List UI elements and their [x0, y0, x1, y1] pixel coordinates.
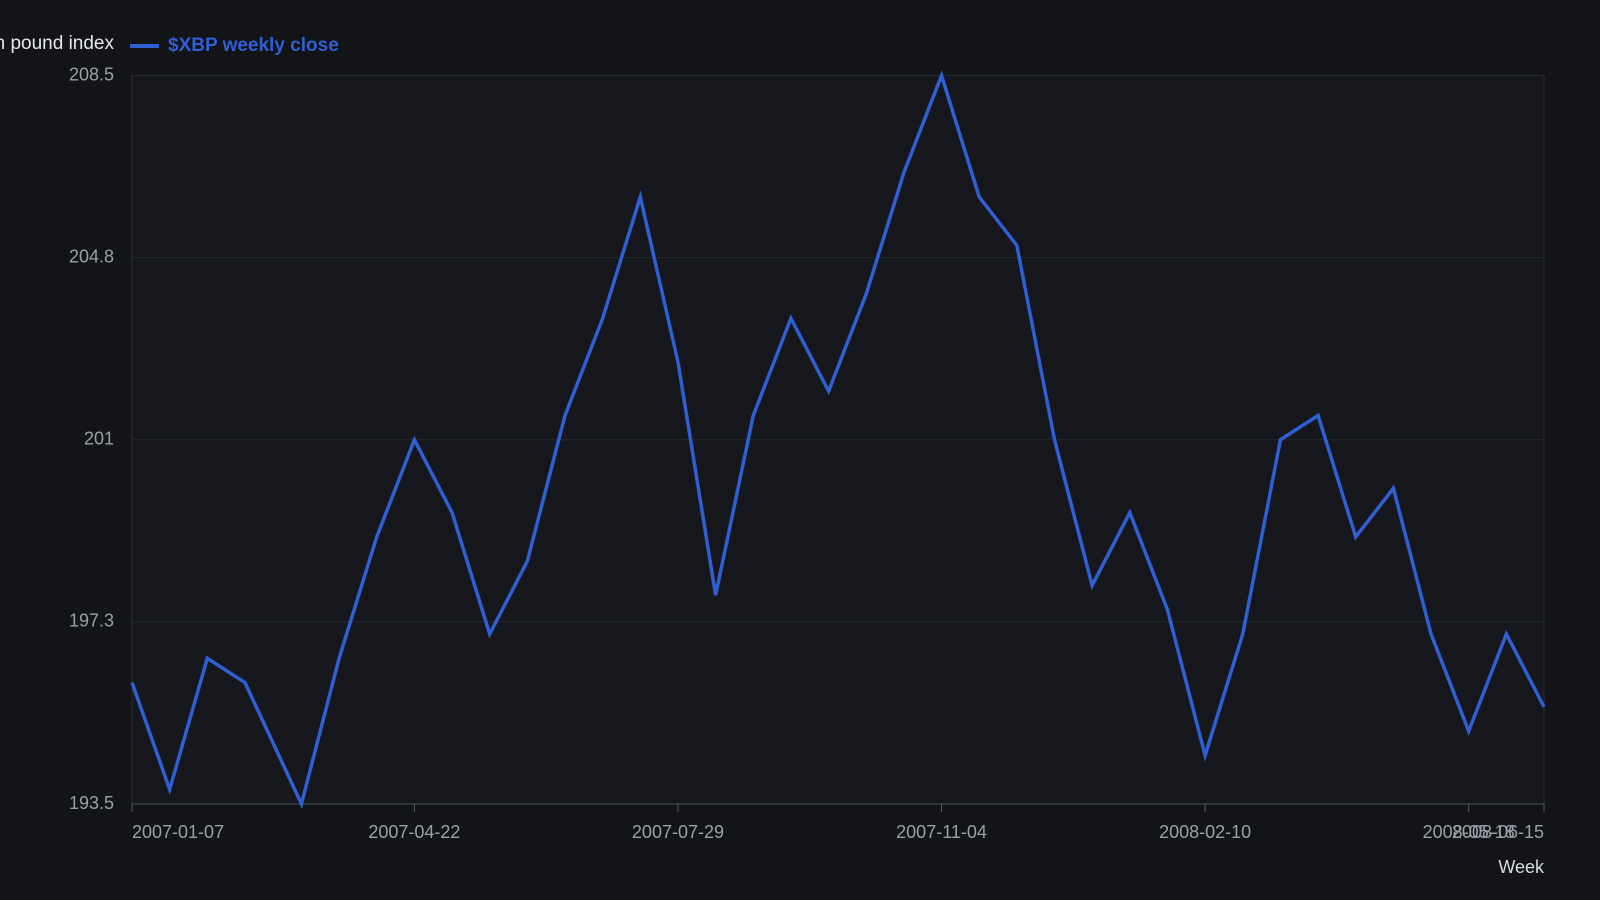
x-tick-label: 2007-04-22 [368, 822, 460, 842]
legend-label: $XBP weekly close [168, 35, 339, 56]
x-tick-label: 2008-05-18 [1423, 822, 1515, 842]
x-tick-label: 2008-06-15 [1452, 822, 1544, 842]
y-tick-label: 208.5 [69, 64, 114, 84]
legend-title: n pound index [0, 33, 114, 54]
x-tick-label: 2007-11-04 [896, 822, 987, 842]
y-tick-label: 193.5 [69, 793, 114, 813]
series-line [130, 70, 1546, 810]
y-tick-label: 204.8 [69, 246, 114, 266]
x-tick-label: 2007-01-07 [132, 822, 224, 842]
x-tick-label: 2008-02-10 [1159, 822, 1251, 842]
x-axis-label: Week [1498, 857, 1545, 877]
x-tick-label: 2007-07-29 [632, 822, 724, 842]
y-tick-label: 197.3 [69, 611, 114, 631]
y-tick-label: 201 [84, 429, 114, 449]
